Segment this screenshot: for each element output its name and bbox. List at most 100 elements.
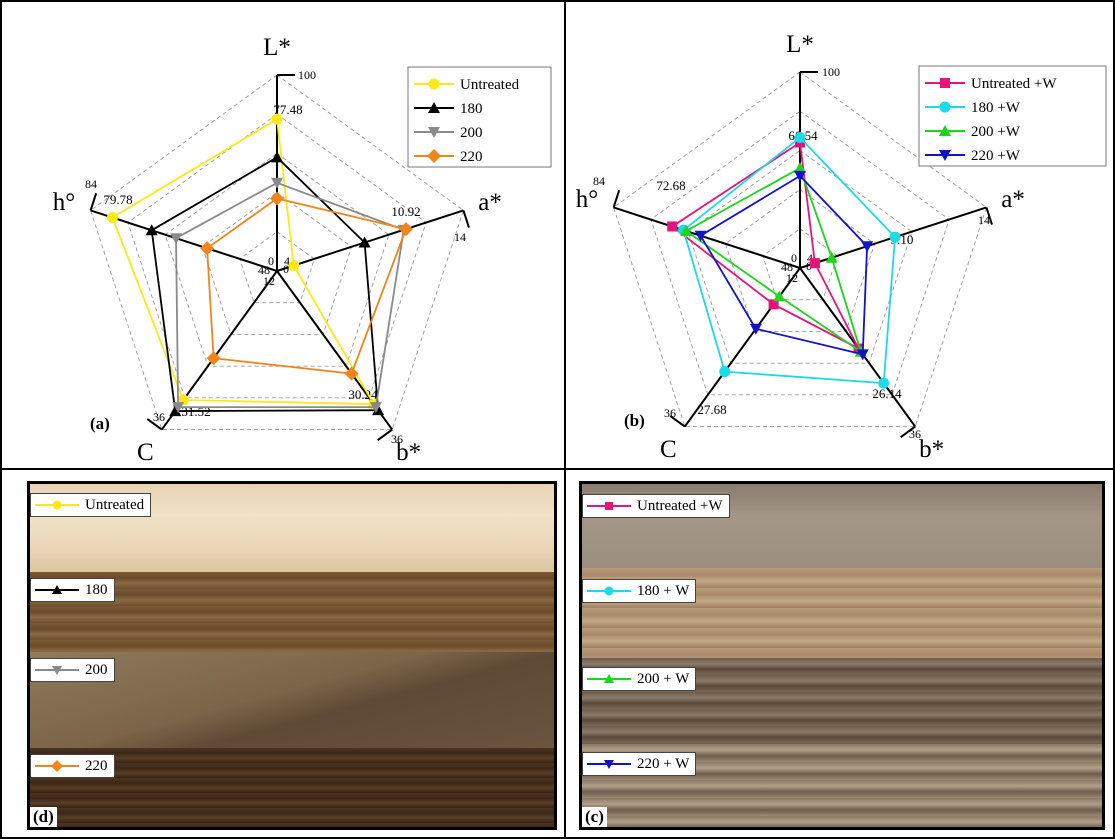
- data-point: [288, 260, 300, 272]
- axis-label: a*: [1001, 186, 1025, 213]
- axis-max-label: 84: [85, 177, 97, 191]
- axis-min-label: 0: [283, 262, 289, 276]
- legend-label: 220 +W: [971, 148, 1021, 164]
- legend-label: Untreated: [460, 77, 520, 93]
- panel-label: (b): [624, 411, 645, 430]
- series-0: [106, 113, 380, 410]
- radar-axis-tick: [900, 425, 916, 438]
- photo-legend-label: 220 + W: [637, 755, 690, 772]
- photo-legend-label: 180 + W: [637, 582, 690, 599]
- radar-axis: [90, 209, 278, 272]
- radar-gridline: [687, 149, 913, 364]
- data-point: [667, 221, 678, 232]
- axis-max-label: 36: [391, 432, 403, 446]
- series-line: [206, 197, 408, 375]
- series-2: [170, 177, 410, 414]
- photo-legend-180: 180: [30, 578, 115, 602]
- data-point: [106, 212, 118, 224]
- axis-label: h°: [53, 189, 76, 216]
- series-0: [667, 137, 864, 354]
- legend-marker: [939, 101, 951, 113]
- data-point: [794, 132, 806, 144]
- photo-legend-label: 220: [85, 757, 108, 774]
- legend-label: 180: [460, 101, 483, 117]
- series-3: [694, 170, 874, 361]
- legend-label: 200: [460, 125, 483, 141]
- axis-max-label: 14: [978, 213, 990, 227]
- radar-gridline: [762, 228, 838, 301]
- axis-max-label: 100: [822, 65, 840, 79]
- wood-strip-180: [30, 572, 554, 652]
- series-line: [670, 141, 861, 351]
- data-point: [809, 258, 820, 269]
- legend-label: 200 +W: [971, 124, 1021, 140]
- legend-label: 220: [460, 149, 483, 165]
- radar-axis-tick: [462, 210, 470, 228]
- series-1: [677, 132, 901, 389]
- axis-min-label: 4: [807, 251, 813, 265]
- data-point: [344, 366, 359, 381]
- data-point: [372, 404, 385, 416]
- radar-axis-tick: [669, 415, 686, 428]
- axis-label: L*: [263, 34, 291, 61]
- series-line: [699, 174, 869, 356]
- wood-photo-d: Untreated 180 200 220 (d): [27, 481, 557, 830]
- data-point: [680, 224, 693, 236]
- pink-square-icon: [587, 502, 631, 510]
- photo-legend-label: 200: [85, 661, 108, 678]
- wood-photo-c: Untreated +W 180 + W 200 + W 220 + W (c): [579, 481, 1105, 830]
- axis-label: L*: [786, 31, 814, 58]
- series-3: [200, 191, 413, 381]
- photo-legend-200-w: 200 + W: [582, 667, 697, 691]
- photo-legend-220-w: 220 + W: [582, 752, 697, 776]
- radar-axis: [276, 209, 464, 272]
- radar-axis-tick: [89, 193, 98, 211]
- data-point: [172, 402, 185, 414]
- photo-legend-label: 180: [85, 581, 108, 598]
- data-point: [398, 222, 413, 237]
- axis-min-label: 0: [806, 259, 812, 273]
- axis-max-label: 84: [593, 174, 605, 188]
- wood-strip-220: [30, 748, 554, 827]
- axis-min-label: 0: [268, 254, 274, 268]
- axis-label: a*: [478, 189, 502, 216]
- axis-label: b*: [396, 439, 421, 466]
- axis-min-label: 48: [258, 263, 270, 277]
- axis-label: C: [137, 439, 154, 466]
- data-point: [856, 349, 869, 361]
- series-line: [111, 117, 376, 406]
- data-point: [206, 351, 221, 366]
- photo-legend-untreated-w: Untreated +W: [582, 494, 730, 518]
- legend-marker: [428, 127, 440, 138]
- axis-min-label: 0: [791, 251, 797, 265]
- data-point: [358, 236, 371, 248]
- radar-gridline: [613, 71, 987, 428]
- photo-legend-220: 220: [30, 754, 115, 778]
- legend-marker: [428, 102, 440, 113]
- axis-min-label: 12: [263, 274, 275, 288]
- axis-max-label: 36: [664, 406, 676, 420]
- data-point: [271, 113, 283, 125]
- data-point: [271, 177, 283, 189]
- photo-legend-180-w: 180 + W: [582, 579, 697, 603]
- axis-min-label: 4: [284, 254, 290, 268]
- legend-marker: [940, 78, 950, 88]
- axis-max-label: 36: [153, 410, 165, 424]
- data-point: [889, 231, 901, 243]
- data-point: [271, 151, 283, 163]
- green-triangle-icon: [587, 674, 631, 683]
- data-point: [719, 366, 731, 378]
- cyan-circle-icon: [587, 586, 631, 596]
- data-point: [794, 170, 806, 182]
- radar-axis: [613, 206, 801, 269]
- value-label: 72.68: [656, 178, 685, 193]
- photo-legend-label: Untreated +W: [637, 497, 723, 514]
- data-point: [768, 299, 779, 310]
- series-line: [150, 156, 380, 412]
- legend-label: 180 +W: [971, 100, 1021, 116]
- axis-label: h°: [576, 186, 599, 213]
- wood-strip-200: [30, 652, 554, 748]
- radar-gridline: [239, 231, 315, 304]
- data-point: [169, 405, 182, 417]
- legend-marker: [939, 150, 951, 161]
